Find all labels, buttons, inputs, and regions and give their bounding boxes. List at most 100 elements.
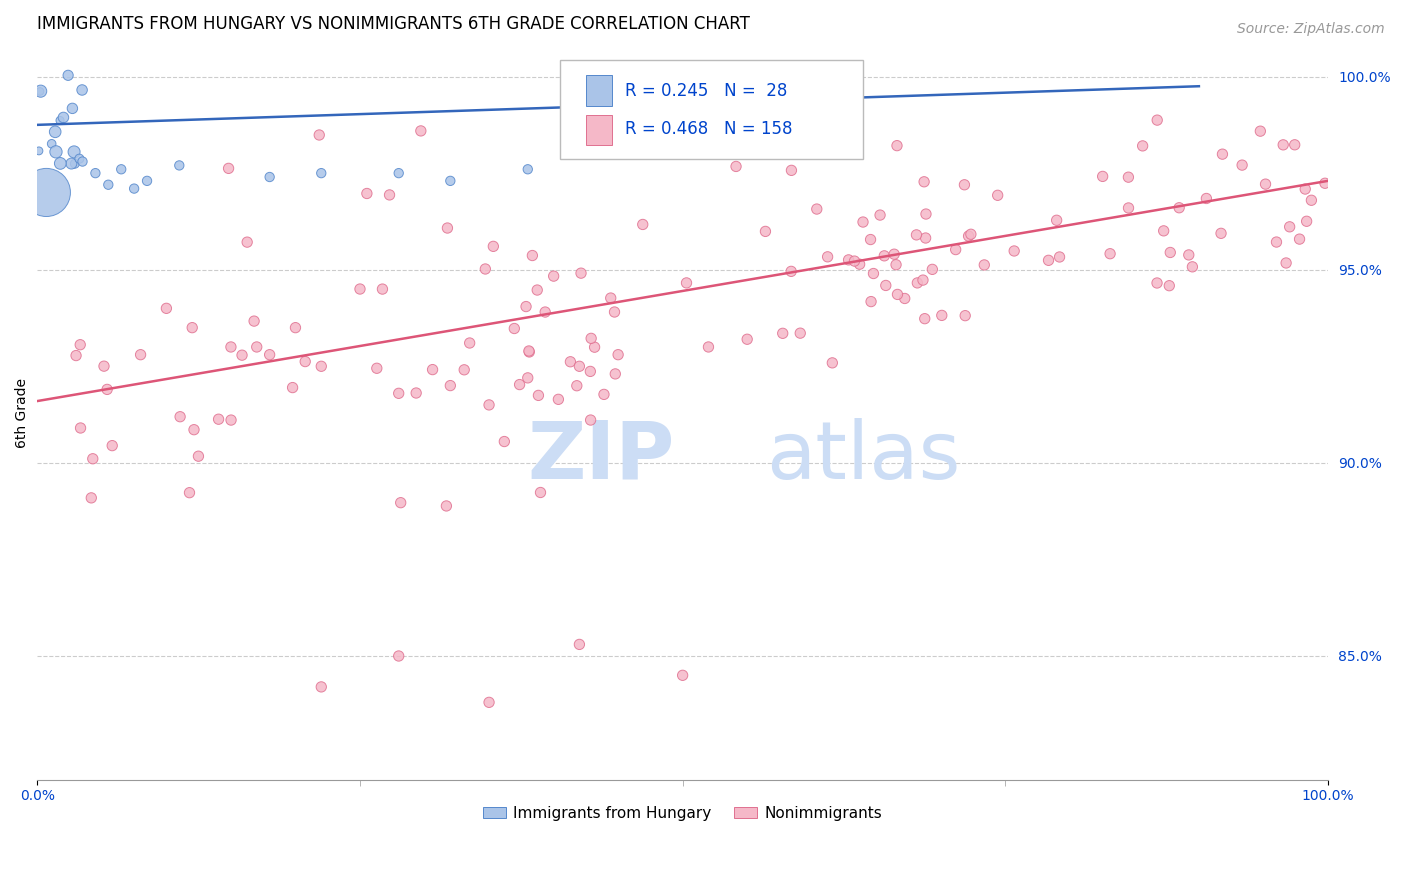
Point [821,356,844,370]
Point [1049,250,1071,264]
Point [1278,219,1301,234]
Point [65,349,87,363]
Point [516,162,538,177]
Point [243,314,266,328]
Point [509,377,531,392]
Point [1159,245,1181,260]
Point [110,162,132,177]
Point [439,174,461,188]
Point [93,359,115,373]
Point [534,305,557,319]
Point [284,320,307,334]
Point [101,439,124,453]
Point [957,229,980,244]
Point [1313,176,1336,190]
Point [236,235,259,249]
Point [912,175,935,189]
Point [844,254,866,268]
Point [96,383,118,397]
Point [44,125,66,139]
Point [869,208,891,222]
Point [294,354,316,368]
Point [439,378,461,392]
Point [1118,201,1140,215]
Point [603,305,626,319]
Point [371,282,394,296]
Point [503,321,526,335]
Point [859,233,882,247]
Point [911,273,934,287]
Point [155,301,177,316]
Point [953,309,976,323]
Legend: Immigrants from Hungary, Nonimmigrants: Immigrants from Hungary, Nonimmigrants [477,800,889,827]
Point [987,188,1010,202]
Point [41,136,63,151]
Point [565,378,588,392]
Point [187,449,209,463]
Point [838,252,860,267]
Point [1195,192,1218,206]
Point [860,294,883,309]
Point [631,218,654,232]
Point [388,648,411,663]
Point [1254,177,1277,191]
Point [931,309,953,323]
Point [579,331,602,345]
Point [49,113,72,128]
Point [366,361,388,376]
Point [893,292,915,306]
Point [309,166,332,180]
Point [607,348,630,362]
Point [1272,137,1295,152]
Point [72,154,94,169]
Point [478,695,501,709]
Point [886,287,908,301]
Point [1301,194,1323,208]
Point [884,258,907,272]
Point [63,157,86,171]
Point [169,409,191,424]
Text: atlas: atlas [766,417,960,496]
Point [780,163,803,178]
Y-axis label: 6th Grade: 6th Grade [15,377,30,448]
Point [28,85,51,99]
Point [568,359,591,374]
Point [672,668,695,682]
Point [780,264,803,278]
Point [543,269,565,284]
Point [862,267,884,281]
Point [207,412,229,426]
Point [953,178,976,192]
Point [28,144,51,158]
Point [1284,137,1306,152]
Point [873,249,896,263]
Point [1099,246,1122,260]
Point [914,231,936,245]
Point [579,364,602,378]
Point [82,451,104,466]
Point [122,181,145,195]
Point [560,355,582,369]
Point [388,166,411,180]
Point [1209,227,1232,241]
Point [169,158,191,172]
Point [181,320,204,334]
Point [179,485,201,500]
Point [583,340,606,354]
Point [67,152,90,166]
Point [129,348,152,362]
Point [960,227,983,242]
Point [49,156,72,170]
Point [231,348,253,362]
Point [1294,182,1316,196]
Point [516,371,538,385]
Point [1002,244,1025,258]
Text: R = 0.245   N =  28: R = 0.245 N = 28 [624,82,787,100]
Point [70,83,93,97]
Point [852,215,875,229]
FancyBboxPatch shape [560,61,863,160]
Point [458,336,481,351]
Point [593,387,616,401]
Point [1275,256,1298,270]
Point [434,499,457,513]
